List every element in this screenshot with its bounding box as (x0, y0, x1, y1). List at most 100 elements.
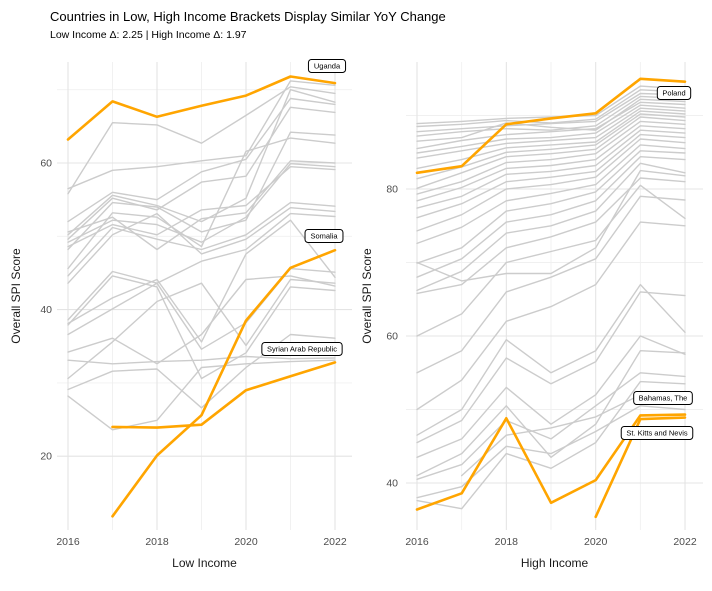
y-axis-title: Overall SPI Score (9, 248, 23, 344)
country-line-muted (416, 155, 686, 278)
country-line-muted (416, 380, 686, 510)
x-axis-title-low-income: Low Income (172, 556, 237, 570)
country-label-box (633, 391, 693, 405)
country-line-muted (67, 219, 336, 343)
country-label-text: Somalia (310, 232, 338, 241)
country-line-muted (67, 97, 336, 223)
country-line-muted (416, 221, 686, 411)
country-line-muted (67, 162, 336, 243)
country-line-muted (416, 169, 686, 282)
country-line-muted (416, 195, 686, 374)
country-label-text: Uganda (314, 62, 341, 71)
country-line-muted (416, 162, 686, 292)
chart-title: Countries in Low, High Income Brackets D… (50, 9, 446, 24)
country-line-bahamas-the (415, 413, 687, 511)
country-label-text: Bahamas, The (639, 394, 688, 403)
country-line-muted (416, 150, 686, 264)
country-line-muted (67, 275, 336, 380)
country-label-text: Poland (662, 89, 685, 98)
country-line-muted (416, 104, 686, 154)
background-country-lines (416, 85, 686, 510)
country-line-muted (67, 275, 336, 365)
country-line-muted (67, 86, 336, 195)
country-label-text: Syrian Arab Republic (267, 345, 337, 354)
country-labels: Poland Bahamas, The St. Kitts and Nevis (620, 86, 694, 440)
country-label-text: St. Kitts and Nevis (626, 429, 688, 438)
country-line-muted (416, 372, 686, 480)
country-labels: Uganda Somalia Syrian Arab Republic (261, 59, 347, 356)
country-line-muted (416, 120, 686, 195)
country-line-muted (416, 177, 686, 295)
x-tick-label: 2016 (405, 536, 429, 548)
country-line-muted (67, 106, 336, 240)
country-line-muted (67, 160, 336, 251)
country-line-muted (67, 359, 336, 431)
country-line-muted (67, 88, 336, 236)
country-line-muted (67, 137, 336, 270)
country-line-muted (67, 165, 336, 248)
country-label-box (620, 426, 694, 440)
country-line-muted (416, 405, 686, 499)
country-line-muted (416, 283, 686, 436)
x-tick-label: 2020 (584, 536, 608, 548)
country-line-muted (67, 212, 336, 321)
country-line-muted (67, 333, 336, 409)
country-line-poland (415, 77, 687, 175)
country-line-muted (416, 138, 686, 232)
axis-tick-labels: 20 40 60 2016 2018 2020 2022 (40, 158, 347, 549)
country-line-muted (416, 95, 686, 137)
x-tick-label: 2022 (673, 536, 697, 548)
y-tick-label: 20 (40, 451, 52, 463)
country-label-box (261, 342, 343, 356)
country-line-muted (416, 291, 686, 444)
axis-tick-labels: 40 60 80 2016 2018 2020 2022 (386, 184, 697, 549)
country-label-box (656, 86, 692, 100)
x-tick-label: 2016 (56, 536, 80, 548)
country-line-muted (416, 92, 686, 133)
country-line-muted (416, 101, 686, 150)
country-line-muted (67, 131, 336, 251)
y-tick-label: 60 (386, 331, 398, 343)
chart-subtitle: Low Income Δ: 2.25 | High Income Δ: 1.97 (50, 29, 247, 41)
country-line-muted (416, 116, 686, 190)
country-line-muted (416, 133, 686, 219)
background-country-lines (67, 80, 336, 431)
country-line-somalia (111, 248, 337, 518)
gridlines (57, 62, 352, 530)
country-line-muted (416, 350, 686, 477)
y-tick-label: 40 (386, 478, 398, 490)
country-line-uganda (66, 75, 337, 141)
country-line-muted (416, 335, 686, 458)
country-line-muted (416, 110, 686, 170)
country-line-muted (416, 184, 686, 337)
country-line-muted (67, 80, 336, 190)
country-line-st-kitts-and-nevis (594, 416, 687, 519)
country-label-box (304, 229, 344, 243)
country-line-muted (416, 85, 686, 125)
country-line-syrian-arab-republic (111, 361, 337, 429)
country-line-muted (67, 355, 336, 365)
x-tick-label: 2020 (234, 536, 258, 548)
country-line-muted (416, 125, 686, 202)
country-line-muted (416, 144, 686, 245)
panel-low-income: 20 40 60 2016 2018 2020 2022 Low Income Overall … (9, 59, 352, 570)
y-tick-label: 80 (386, 184, 398, 196)
y-tick-label: 60 (40, 158, 52, 170)
country-line-muted (416, 129, 686, 209)
highlighted-country-lines (415, 77, 687, 519)
country-line-muted (67, 201, 336, 277)
country-line-muted (67, 278, 336, 380)
x-tick-label: 2018 (145, 536, 169, 548)
y-tick-label: 40 (40, 304, 52, 316)
panel-high-income: 40 60 80 2016 2018 2020 2022 High Income Overall… (360, 62, 703, 570)
highlighted-country-lines (66, 75, 337, 518)
x-tick-label: 2022 (323, 536, 347, 548)
country-line-muted (416, 98, 686, 142)
x-tick-label: 2018 (495, 536, 519, 548)
y-axis-title: Overall SPI Score (360, 248, 374, 344)
country-label-box (307, 59, 347, 73)
country-line-muted (416, 107, 686, 159)
x-axis-title-high-income: High Income (521, 556, 589, 570)
